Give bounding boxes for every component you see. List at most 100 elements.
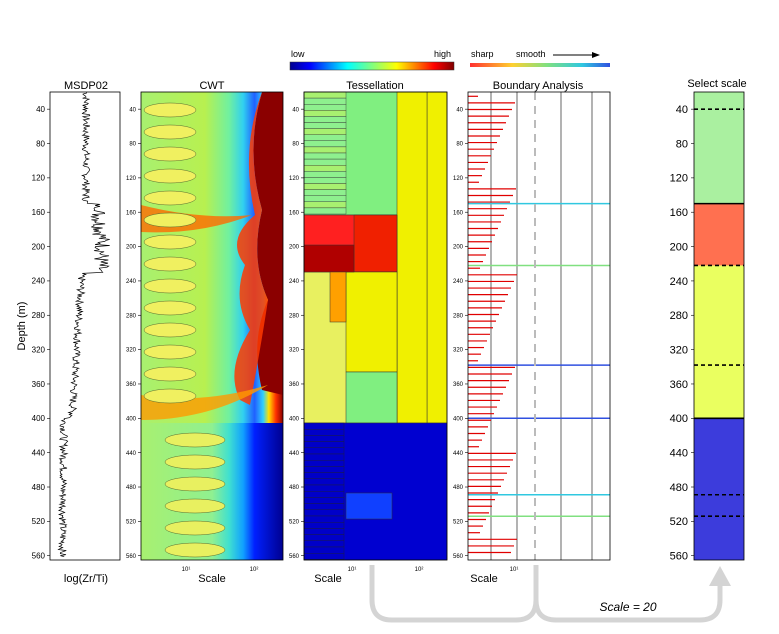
cwt-low-ellipse-1	[164, 454, 226, 470]
cwt-ellipse-11	[143, 344, 197, 360]
cwt-ytick-8: 360	[126, 382, 137, 388]
select-scale-title: Select scale	[687, 78, 746, 90]
bnd-ytick-9: 400	[453, 416, 464, 422]
cwt-ellipse-4	[143, 190, 197, 206]
cwt-xtick-2: 10²	[250, 567, 259, 573]
tess-ytick-0: 40	[292, 107, 299, 113]
tess-sub-bot-20	[303, 546, 345, 554]
tess-sub-bot-21	[303, 553, 345, 560]
boundary-title: Boundary Analysis	[493, 80, 584, 92]
cwt-ytick-11: 480	[126, 485, 137, 491]
selected-segment-0	[694, 92, 744, 204]
tess-cell-11	[329, 271, 347, 323]
tess-ytick-10: 440	[289, 451, 300, 457]
tess-cell-1	[426, 91, 448, 424]
tess-sub-top-18	[303, 201, 347, 209]
tess-cell-9	[345, 492, 393, 520]
cwt-low-ellipse-5	[164, 542, 226, 558]
select-ytick-9: 400	[670, 413, 688, 425]
tess-sub-top-2	[303, 103, 347, 111]
cwt-ytick-1: 80	[129, 142, 136, 148]
select-ytick-13: 560	[670, 551, 688, 563]
cwt-ellipse-5	[143, 212, 197, 228]
tess-sub-top-6	[303, 128, 347, 135]
msdp-ytick-10: 440	[32, 448, 46, 457]
msdp-panel: 40 80 120 160 200 240 280 320 360 400 440 480 520 560…	[16, 91, 121, 585]
select-ytick-3: 160	[670, 207, 688, 219]
cwt-ellipse-1	[143, 124, 197, 140]
tess-sub-bot-8	[303, 472, 345, 480]
bnd-ytick-10: 440	[453, 451, 464, 457]
bnd-ytick-12: 520	[453, 519, 464, 525]
tess-sub-top-1	[303, 97, 347, 105]
cwt-ellipse-2	[143, 146, 197, 162]
selected-scale-label: Scale = 20	[599, 600, 656, 614]
cwt-ellipse-6	[143, 234, 197, 250]
tess-ytick-12: 520	[289, 519, 300, 525]
tess-ytick-4: 200	[289, 245, 300, 251]
boundary-legend-smooth: smooth	[516, 49, 546, 59]
tess-sub-top-0	[303, 91, 347, 99]
tess-cell-4	[353, 214, 398, 273]
cwt-low-ellipse-0	[164, 432, 226, 448]
cwt-low-ellipse-3	[164, 498, 226, 514]
cwt-ellipse-10	[143, 322, 197, 338]
tess-cell-6	[345, 271, 398, 373]
cwt-ellipse-13	[143, 388, 197, 404]
tess-ytick-3: 160	[289, 210, 300, 216]
flow-arrow-tess-to-boundary	[369, 565, 539, 623]
tess-ytick-11: 480	[289, 485, 300, 491]
colorbar-low-label: low	[291, 49, 305, 59]
bnd-ytick-1: 80	[456, 142, 463, 148]
cwt-ytick-3: 160	[126, 210, 137, 216]
tess-sub-bot-15	[303, 515, 345, 523]
tess-sub-bot-5	[303, 453, 345, 461]
select-ytick-7: 320	[670, 344, 688, 356]
select-ytick-4: 200	[670, 241, 688, 253]
tessellation-title: Tessellation	[346, 80, 403, 92]
bnd-xtick-1: 10¹	[510, 567, 519, 573]
tess-xtick-1: 10¹	[348, 567, 357, 573]
tess-ytick-2: 120	[289, 176, 300, 182]
msdp-ytick-6: 280	[32, 311, 46, 320]
msdp-ytick-2: 120	[32, 174, 46, 183]
tess-sub-bot-12	[303, 497, 345, 504]
tess-sub-bot-1	[303, 429, 345, 436]
flow-arrow-boundary-to-select	[533, 584, 723, 623]
msdp-ytick-1: 80	[36, 139, 45, 148]
msdp-ytick-3: 160	[32, 208, 46, 217]
tess-sub-bot-3	[303, 441, 345, 449]
tess-ytick-6: 280	[289, 313, 300, 319]
msdp-ytick-9: 400	[32, 414, 46, 423]
cwt-ytick-9: 400	[126, 416, 137, 422]
tess-xtick-2: 10²	[415, 567, 424, 573]
cwt-ytick-2: 120	[126, 176, 137, 182]
tess-sub-bot-10	[303, 484, 345, 492]
msdp-ytick-8: 360	[32, 380, 46, 389]
tess-ytick-1: 80	[292, 142, 299, 148]
cwt-ytick-13: 560	[126, 554, 137, 560]
select-ytick-6: 280	[670, 310, 688, 322]
cwt-low-ellipse-2	[164, 476, 226, 492]
tess-ytick-5: 240	[289, 279, 300, 285]
tess-sub-bot-19	[303, 540, 345, 548]
cwt-ellipse-3	[143, 168, 197, 184]
tess-cell-7	[345, 371, 398, 424]
cwt-panel: 40 80 120 160 200 240 280 320 360 400 440 480 520 560…	[126, 91, 284, 585]
bnd-ytick-8: 360	[453, 382, 464, 388]
bnd-ytick-11: 480	[453, 485, 464, 491]
cwt-red-band	[234, 92, 268, 405]
bnd-ytick-7: 320	[453, 348, 464, 354]
tess-sub-bot-9	[303, 478, 345, 486]
bnd-ytick-4: 200	[453, 245, 464, 251]
bnd-ytick-5: 240	[453, 279, 464, 285]
cwt-ellipse-9	[143, 300, 197, 316]
tess-sub-bot-11	[303, 491, 345, 498]
cwt-ellipse-12	[143, 366, 197, 382]
tess-cell-2	[396, 91, 428, 424]
tess-sub-bot-2	[303, 435, 345, 442]
selected-segment-3	[694, 418, 744, 560]
bnd-ytick-0: 40	[456, 107, 463, 113]
cwt-ytick-10: 440	[126, 451, 137, 457]
